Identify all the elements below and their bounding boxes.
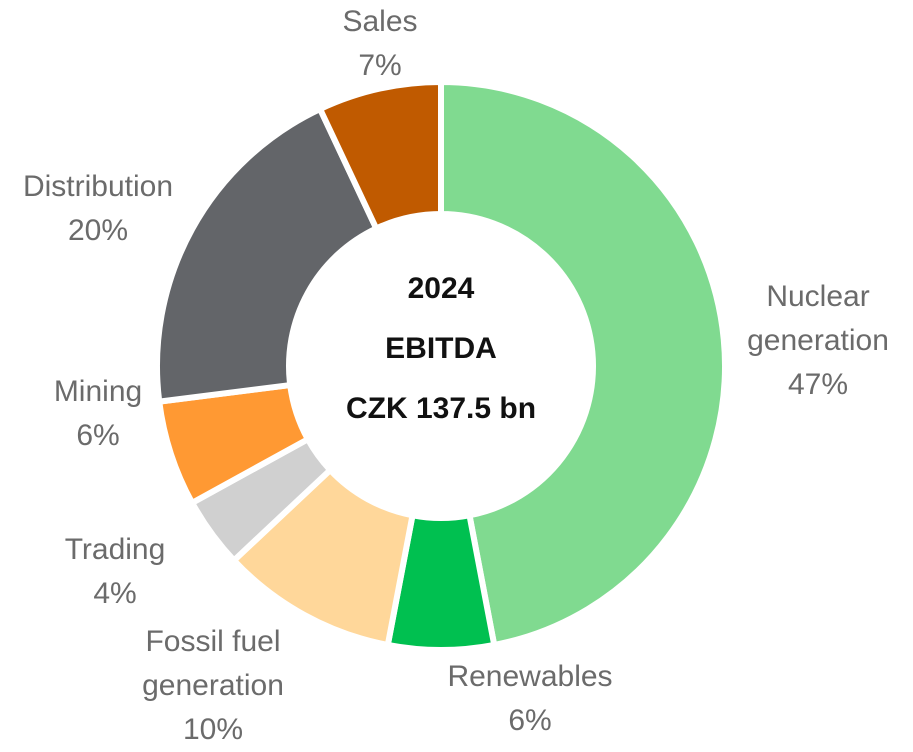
category-label: Fossil fuel generation [142, 625, 284, 702]
value-label: 10% [182, 713, 244, 746]
value-label: 4% [93, 577, 137, 610]
donut-segment [438, 78, 728, 649]
center-text: EBITDA [385, 332, 497, 365]
category-label: Mining [53, 375, 143, 408]
center-text: 2024 [408, 272, 475, 305]
value-label: 47% [787, 368, 849, 401]
value-label: 6% [76, 419, 120, 452]
segment-label: Trading 4% [40, 528, 190, 616]
center-text: CZK 137.5 bn [346, 392, 536, 425]
category-label: Renewables [447, 660, 613, 693]
category-label: Sales [342, 5, 418, 38]
category-label: Trading [64, 533, 166, 566]
value-label: 7% [358, 49, 402, 82]
donut-segment [316, 78, 444, 233]
value-label: 20% [67, 214, 129, 247]
segment-label: Mining 6% [23, 370, 173, 458]
segment-label: Sales 7% [305, 0, 455, 88]
segment-label: Fossil fuel generation 10% [118, 620, 308, 752]
segment-label: Renewables 6% [415, 655, 645, 743]
category-label: Distribution [22, 170, 174, 203]
segment-label: Distribution 20% [0, 165, 198, 253]
value-label: 6% [508, 704, 552, 737]
donut-segment [154, 105, 381, 405]
category-label: Nuclear generation [747, 280, 889, 357]
segment-label: Nuclear generation 47% [743, 275, 893, 407]
